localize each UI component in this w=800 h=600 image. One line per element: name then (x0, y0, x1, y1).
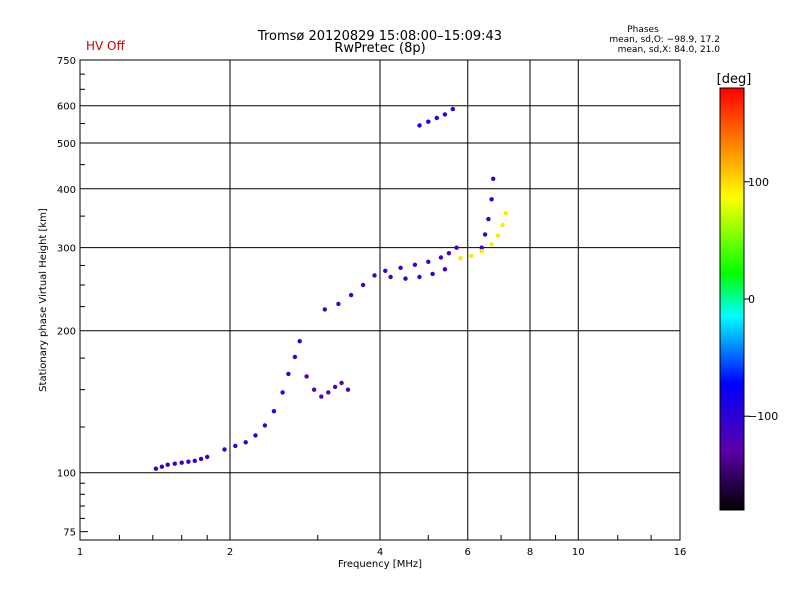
echo-point (198, 456, 204, 462)
echo-point (297, 339, 302, 344)
x-tick-label: 8 (527, 547, 533, 558)
x-tick-label: 1 (77, 547, 83, 558)
colorbar-tick-label: 100 (748, 176, 769, 189)
y-tick-label: 75 (63, 528, 76, 539)
echo-point (489, 197, 494, 202)
y-axis-label: Stationary phase Virtual Height [km] (38, 208, 49, 392)
echo-point (430, 271, 435, 277)
colorbar-ticks: 100 0 −100 (744, 176, 778, 423)
echo-point (426, 259, 431, 264)
colorbar-tick-label: −100 (748, 410, 778, 423)
echo-point (322, 307, 327, 312)
echo-point (442, 267, 448, 272)
x-tick-label: 6 (465, 547, 471, 558)
echo-point (450, 106, 455, 112)
echo-point (222, 447, 227, 452)
echo-point (280, 390, 285, 395)
echo-point (233, 443, 238, 449)
echo-point (434, 115, 439, 121)
echo-point (489, 242, 494, 247)
grid-lines (80, 60, 680, 540)
echo-point (345, 387, 351, 392)
colorbar-tick-label: 0 (748, 293, 755, 306)
echo-point (326, 390, 331, 395)
echo-point (383, 268, 388, 273)
y-tick-label: 200 (57, 327, 76, 338)
echo-point (360, 282, 366, 288)
echo-point (403, 276, 408, 281)
echo-point (286, 371, 291, 377)
echo-point (388, 274, 393, 280)
echo-point (348, 292, 354, 298)
echo-point (479, 245, 484, 250)
y-tick-label: 600 (57, 102, 76, 113)
echo-point (442, 112, 448, 117)
echo-point (372, 273, 377, 278)
y-tick-label: 500 (57, 139, 76, 150)
echo-point (262, 423, 268, 428)
echo-point (469, 253, 474, 259)
data-points (153, 106, 508, 471)
x-tick-label: 16 (674, 547, 687, 558)
phase-stats-x: mean, sd,X: 84.0, 21.0 (618, 45, 721, 55)
phase-heading: Phases (627, 25, 659, 35)
echo-point (304, 374, 309, 379)
echo-point (479, 248, 484, 254)
echo-point (339, 380, 344, 386)
echo-point (446, 251, 452, 256)
chart-title: Tromsø 20120829 15:08:00–15:09:43 (257, 29, 502, 44)
axis-ticks: 1 2 4 6 8 10 16 75 100 200 300 400 500 600 750 (57, 56, 686, 558)
echo-point (491, 176, 496, 181)
echo-point (336, 301, 341, 307)
echo-point (153, 466, 159, 471)
echo-point (186, 459, 191, 464)
colorbar-label: [deg] (717, 72, 752, 87)
echo-point (159, 464, 165, 469)
echo-point (486, 216, 491, 222)
phase-stats-o: mean, sd,O: −98.9, 17.2 (609, 35, 720, 45)
hv-status-label: HV Off (86, 39, 125, 53)
echo-point (172, 461, 177, 466)
plot-frame (79, 59, 681, 541)
echo-point (438, 255, 444, 260)
echo-point (292, 354, 298, 360)
echo-point (454, 245, 459, 250)
echo-point (500, 222, 505, 228)
x-tick-label: 2 (227, 547, 233, 558)
echo-point (192, 458, 197, 463)
colorbar (719, 87, 745, 511)
y-tick-label: 750 (57, 56, 76, 67)
echo-point (179, 460, 184, 465)
echo-point (398, 265, 403, 270)
echo-point (271, 409, 277, 414)
echo-point (165, 462, 170, 467)
echo-point (426, 119, 431, 124)
y-tick-label: 100 (57, 469, 76, 480)
x-tick-label: 4 (377, 547, 383, 558)
echo-point (319, 394, 324, 399)
y-tick-label: 400 (57, 185, 76, 196)
echo-point (332, 384, 338, 390)
echo-point (482, 232, 488, 237)
y-tick-label: 300 (57, 244, 76, 255)
echo-point (495, 233, 501, 238)
echo-point (205, 454, 210, 460)
echo-point (412, 262, 418, 267)
echo-point (253, 433, 258, 438)
x-tick-label: 10 (572, 547, 585, 558)
echo-point (417, 274, 422, 280)
echo-point (243, 440, 248, 445)
echo-point (503, 211, 508, 216)
x-axis-label: Frequency [MHz] (338, 559, 422, 570)
echo-point (417, 123, 422, 128)
echo-point (458, 256, 463, 261)
chart-subtitle: RwPretec (8p) (334, 41, 425, 56)
echo-point (311, 387, 317, 392)
